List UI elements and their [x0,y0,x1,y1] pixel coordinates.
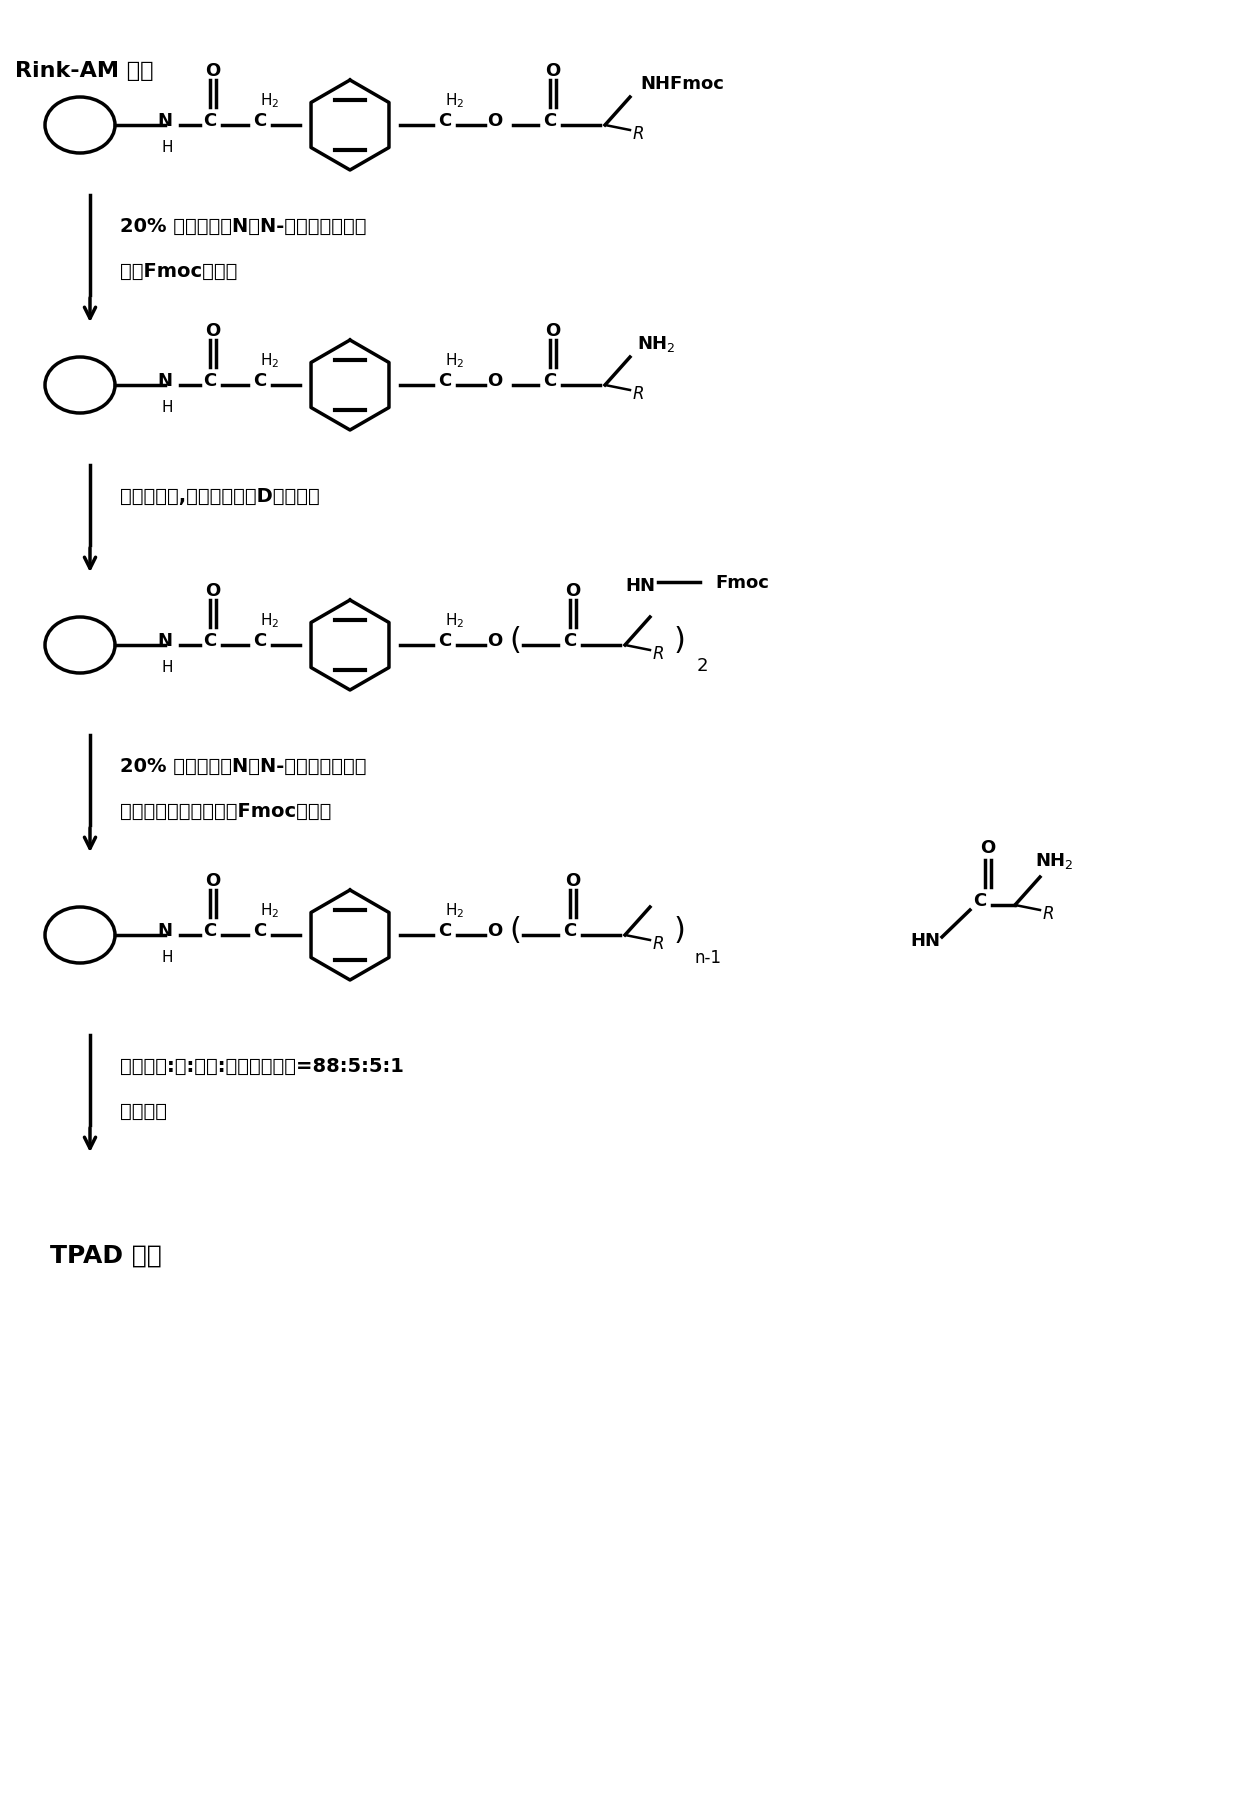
Text: O: O [565,872,580,890]
Text: H: H [161,661,172,675]
Text: HN: HN [910,931,940,949]
Text: C: C [563,632,577,650]
Text: O: O [206,872,221,890]
Text: R: R [1043,904,1054,922]
Text: (: ( [510,915,521,946]
Text: N: N [157,112,172,130]
Text: N: N [157,922,172,939]
Text: O: O [206,321,221,339]
Text: C: C [563,922,577,939]
Text: NH$_2$: NH$_2$ [1035,850,1074,870]
Text: C: C [203,372,217,390]
Text: C: C [439,112,451,130]
Text: C: C [253,632,267,650]
Text: R: R [632,384,645,403]
Text: R: R [653,935,665,953]
Text: (: ( [510,626,521,655]
Text: R: R [632,125,645,143]
Text: H$_2$: H$_2$ [445,612,465,630]
Text: Fmoc: Fmoc [715,574,769,592]
Text: C: C [253,922,267,939]
Text: O: O [565,581,580,599]
Text: H$_2$: H$_2$ [260,612,280,630]
Text: 20% 吢啄溶液（N，N-二甲基甲酰胺）: 20% 吢啄溶液（N，N-二甲基甲酰胺） [120,756,367,774]
Text: O: O [487,372,502,390]
Text: H$_2$: H$_2$ [260,92,280,110]
Text: O: O [487,112,502,130]
Text: C: C [253,372,267,390]
Text: ): ) [675,626,686,655]
Text: 20% 吢啄溶液（N，N-二甲基甲酰胺）: 20% 吢啄溶液（N，N-二甲基甲酰胺） [120,217,367,235]
Text: HN: HN [625,576,655,594]
Text: H$_2$: H$_2$ [260,352,280,370]
Text: H: H [161,949,172,966]
Text: C: C [543,112,557,130]
Text: O: O [487,922,502,939]
Text: ): ) [675,915,686,946]
Text: 脱除最后一个氨基酸的Fmoc保护基: 脱除最后一个氨基酸的Fmoc保护基 [120,801,331,819]
Text: H$_2$: H$_2$ [445,92,465,110]
Text: C: C [203,632,217,650]
Text: NHFmoc: NHFmoc [640,76,724,92]
Text: O: O [981,839,996,857]
Text: N: N [157,372,172,390]
Text: 2: 2 [696,657,708,675]
Text: C: C [203,112,217,130]
Text: H: H [161,401,172,415]
Text: O: O [546,321,560,339]
Text: 进行切割: 进行切割 [120,1101,167,1119]
Text: Rink-AM 树脂: Rink-AM 树脂 [15,61,154,81]
Text: C: C [543,372,557,390]
Text: H$_2$: H$_2$ [445,901,465,921]
Text: N: N [157,632,172,650]
Text: O: O [206,581,221,599]
Text: TPAD 粗肽: TPAD 粗肽 [50,1244,161,1267]
Text: C: C [439,922,451,939]
Text: H$_2$: H$_2$ [445,352,465,370]
Text: O: O [206,61,221,79]
Text: O: O [546,61,560,79]
Text: C: C [203,922,217,939]
Text: H: H [161,141,172,155]
Text: 氨基酸偶联,氨基酸均采用D型氨基酸: 氨基酸偶联,氨基酸均采用D型氨基酸 [120,486,320,505]
Text: H$_2$: H$_2$ [260,901,280,921]
Text: O: O [487,632,502,650]
Text: n-1: n-1 [694,948,722,966]
Text: R: R [653,644,665,662]
Text: NH$_2$: NH$_2$ [637,334,676,354]
Text: C: C [439,632,451,650]
Text: 三氟乙酸:水:苯酚:三异丙基硫烷=88:5:5:1: 三氟乙酸:水:苯酚:三异丙基硫烷=88:5:5:1 [120,1056,404,1076]
Text: 脱除Fmoc保护基: 脱除Fmoc保护基 [120,262,237,280]
Text: C: C [253,112,267,130]
Text: C: C [439,372,451,390]
Text: C: C [973,892,987,910]
